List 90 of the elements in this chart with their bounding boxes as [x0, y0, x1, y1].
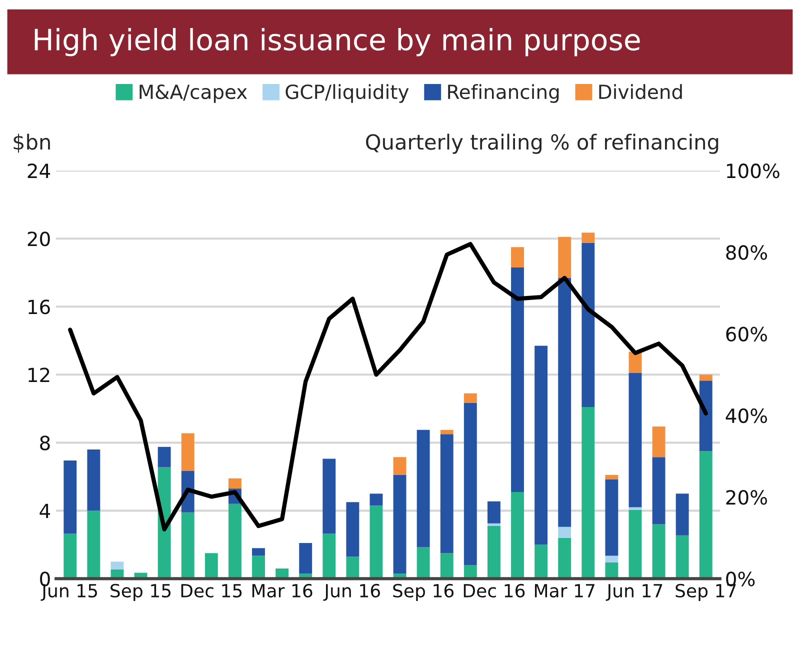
x-tick-label: Sep 15: [110, 584, 171, 602]
x-tick-label: Sep 16: [393, 584, 454, 602]
bar: [652, 426, 666, 458]
bar: [416, 430, 430, 548]
bar: [652, 524, 666, 579]
bar: [699, 451, 712, 579]
x-tick-label: Jun 17: [606, 584, 662, 601]
bar: [370, 494, 383, 506]
bar: [110, 562, 124, 570]
bar: [252, 548, 265, 556]
bar: [511, 268, 524, 492]
bar: [487, 526, 500, 579]
x-tick-label: Dec 16: [464, 584, 525, 598]
bar: [699, 374, 712, 381]
bar: [346, 556, 360, 579]
bar: [582, 242, 595, 407]
y-tick-label: 16: [28, 300, 50, 314]
bar: [252, 556, 265, 579]
x-tick-label: Jun 15: [40, 584, 98, 601]
bar: [605, 479, 618, 556]
bar: [181, 433, 194, 471]
legend-label: GCP/liquidity: [286, 84, 409, 103]
bar: [346, 502, 360, 557]
bar: [628, 372, 642, 508]
bar: [676, 535, 689, 579]
x-tick-label: Mar 16: [252, 584, 312, 598]
bar: [628, 510, 642, 579]
y2-tick-label: 60%: [726, 326, 768, 342]
bar: [558, 236, 572, 278]
bar: [158, 446, 171, 468]
y-tick-label: 24: [28, 164, 50, 178]
bar: [628, 507, 642, 510]
y2-tick-label: 0%: [726, 572, 755, 586]
bar: [558, 526, 572, 538]
y-tick-label: 8: [40, 436, 50, 450]
bar: [464, 565, 477, 579]
bar: [64, 534, 77, 579]
bar: [511, 492, 524, 579]
bar: [487, 501, 500, 524]
legend-label: M&A/capex: [140, 84, 248, 103]
chart-title: High yield loan issuance by main purpose: [34, 28, 640, 56]
bar: [605, 474, 618, 480]
x-tick-label: Jun 16: [323, 584, 380, 601]
y-tick-label: 20: [28, 232, 50, 246]
legend-label: Refinancing: [448, 84, 559, 103]
y2-tick-label: 20%: [726, 490, 768, 505]
bar: [464, 393, 477, 403]
y-axis-title: $bn: [14, 134, 50, 153]
bar: [605, 556, 618, 563]
bar: [181, 512, 194, 579]
bar: [487, 523, 500, 526]
bar: [228, 504, 242, 579]
bar: [558, 278, 572, 527]
bar: [228, 478, 242, 489]
y2-tick-label: 100%: [726, 164, 780, 178]
bar: [87, 510, 100, 579]
bar: [511, 247, 524, 268]
bar: [699, 380, 712, 452]
bar: [393, 457, 406, 475]
bar: [582, 406, 595, 579]
y-tick-label: 0: [40, 572, 50, 586]
y2-tick-label: 40%: [726, 408, 768, 424]
bar: [416, 547, 430, 579]
bar: [322, 458, 336, 534]
bar: [558, 538, 572, 579]
bar: [322, 534, 336, 579]
bar: [204, 553, 218, 579]
bar: [652, 457, 666, 524]
bar: [299, 542, 312, 574]
bar: [534, 544, 548, 579]
x-tick-label: Mar 17: [534, 584, 594, 598]
bar: [605, 562, 618, 579]
bar: [582, 232, 595, 243]
line-series: [68, 242, 708, 532]
bar: [440, 553, 454, 579]
legend-label: Dividend: [599, 84, 682, 100]
bar: [87, 449, 100, 511]
bar: [464, 402, 477, 566]
y2-axis-title: Quarterly trailing % of refinancing: [366, 134, 718, 154]
bar: [370, 506, 383, 579]
x-tick-label: Dec 15: [181, 584, 242, 598]
bar: [534, 346, 548, 545]
bar: [64, 460, 77, 534]
y2-tick-label: 80%: [726, 245, 768, 260]
bar: [440, 434, 454, 554]
bar: [440, 430, 454, 434]
bar: [676, 494, 689, 536]
y-tick-label: 4: [40, 504, 50, 518]
y-tick-label: 12: [28, 368, 50, 382]
bar: [393, 474, 406, 574]
